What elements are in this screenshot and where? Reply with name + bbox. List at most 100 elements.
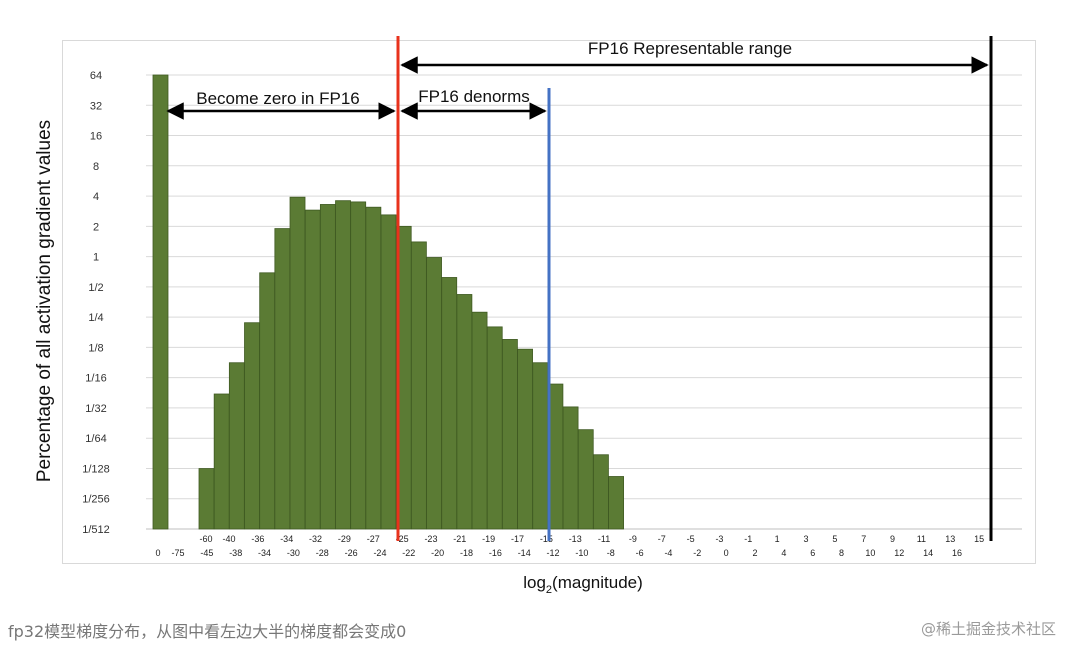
- x-tick-label: 7: [861, 534, 866, 544]
- x-tick-label: -2: [693, 548, 701, 558]
- y-tick-label: 1/32: [85, 403, 106, 415]
- y-tick-label: 1/4: [88, 312, 103, 324]
- x-tick-label: 13: [945, 534, 955, 544]
- x-tick-label: 9: [890, 534, 895, 544]
- x-tick-label: 8: [839, 548, 844, 558]
- histogram-bar: [213, 393, 230, 530]
- histogram-bar: [319, 204, 336, 530]
- y-tick-label: 32: [90, 100, 102, 112]
- y-tick-label: 1/64: [85, 433, 106, 445]
- histogram-bar: [456, 294, 473, 530]
- x-tick-label: -60: [199, 534, 212, 544]
- annotation-become-zero: Become zero in FP16: [196, 89, 359, 108]
- x-tick-label: 10: [865, 548, 875, 558]
- histogram-bar: [228, 362, 245, 530]
- histogram-bar: [380, 214, 397, 530]
- y-tick-label: 4: [93, 191, 99, 203]
- x-tick-label: -16: [489, 548, 502, 558]
- histogram-bar: [274, 228, 291, 530]
- histogram-chart: 1/5121/2561/1281/641/321/161/81/41/21248…: [34, 36, 1022, 596]
- x-tick-label: -17: [511, 534, 524, 544]
- x-tick-label: -23: [424, 534, 437, 544]
- x-tick-label: 0: [155, 548, 160, 558]
- x-tick-label: -32: [309, 534, 322, 544]
- x-tick-label: -45: [200, 548, 213, 558]
- x-tick-label: -11: [598, 534, 610, 544]
- y-tick-label: 1/16: [85, 373, 106, 385]
- x-tick-label: 6: [810, 548, 815, 558]
- histogram-bar: [244, 322, 260, 530]
- histogram-bar: [562, 406, 579, 530]
- x-tick-label: -13: [569, 534, 582, 544]
- x-tick-label: -34: [280, 534, 293, 544]
- annotation-denorms: FP16 denorms: [418, 87, 530, 106]
- y-tick-label: 1/512: [82, 524, 110, 536]
- x-tick-label: 16: [952, 548, 962, 558]
- y-tick-label: 1/2: [88, 282, 103, 294]
- x-tick-label: -30: [287, 548, 300, 558]
- annotation-representable-range: FP16 Representable range: [588, 39, 792, 58]
- x-tick-label: -10: [575, 548, 588, 558]
- x-tick-label: -9: [629, 534, 637, 544]
- x-tick-label: -29: [338, 534, 351, 544]
- histogram-bar: [441, 277, 458, 530]
- x-tick-label: -19: [482, 534, 495, 544]
- x-tick-label: -18: [460, 548, 473, 558]
- x-tick-label: -15: [540, 534, 553, 544]
- histogram-bar: [335, 200, 351, 530]
- x-tick-label: -24: [373, 548, 386, 558]
- histogram-bar: [410, 241, 427, 530]
- y-axis-title: Percentage of all activation gradient va…: [34, 120, 55, 482]
- x-tick-label: 2: [752, 548, 757, 558]
- x-tick-label: 4: [781, 548, 786, 558]
- histogram-bar: [350, 201, 367, 530]
- histogram-bar: [259, 272, 276, 530]
- x-tick-label: 1: [775, 534, 780, 544]
- histogram-bar: [304, 209, 321, 530]
- histogram-bar: [608, 476, 624, 530]
- histogram-bar: [198, 468, 215, 530]
- x-tick-label: -34: [258, 548, 271, 558]
- x-tick-label: -38: [229, 548, 242, 558]
- x-tick-label: 14: [923, 548, 933, 558]
- y-tick-label: 8: [93, 161, 99, 173]
- x-tick-label: 3: [803, 534, 808, 544]
- histogram-bar: [532, 362, 549, 530]
- y-tick-label: 1/256: [82, 494, 110, 506]
- x-tick-label: 11: [917, 534, 926, 544]
- histogram-bar: [471, 311, 488, 530]
- y-tick-label: 2: [93, 221, 99, 233]
- x-tick-label: -3: [715, 534, 723, 544]
- x-tick-label: -6: [636, 548, 644, 558]
- figure-caption: fp32模型梯度分布，从图中看左边大半的梯度都会变成0: [8, 622, 407, 641]
- x-tick-label: -28: [316, 548, 329, 558]
- x-tick-label: 0: [724, 548, 729, 558]
- histogram-bar: [501, 339, 518, 530]
- x-tick-label: -36: [251, 534, 264, 544]
- x-tick-label: -8: [607, 548, 615, 558]
- x-tick-label: -21: [453, 534, 466, 544]
- x-tick-label: -14: [518, 548, 531, 558]
- x-tick-label: -5: [687, 534, 695, 544]
- x-tick-label: -40: [222, 534, 235, 544]
- x-tick-label: -12: [547, 548, 560, 558]
- y-tick-label: 1/8: [88, 342, 103, 354]
- histogram-bar: [593, 454, 609, 530]
- histogram-bar: [152, 74, 169, 530]
- y-tick-label: 64: [90, 70, 102, 82]
- x-tick-label: -25: [396, 534, 409, 544]
- histogram-bar: [517, 348, 533, 530]
- x-tick-label: 15: [974, 534, 984, 544]
- x-tick-label: 12: [894, 548, 904, 558]
- x-tick-label: 5: [832, 534, 837, 544]
- histogram-bar: [577, 429, 594, 530]
- histogram-bar: [486, 326, 503, 530]
- x-tick-label: -4: [664, 548, 672, 558]
- histogram-bar: [426, 257, 442, 530]
- y-tick-label: 1/128: [82, 463, 110, 475]
- watermark: @稀土掘金技术社区: [920, 620, 1056, 638]
- x-tick-label: -75: [171, 548, 184, 558]
- x-axis-title: log2(magnitude): [523, 573, 643, 596]
- histogram-bar: [365, 206, 382, 530]
- x-tick-label: -20: [431, 548, 444, 558]
